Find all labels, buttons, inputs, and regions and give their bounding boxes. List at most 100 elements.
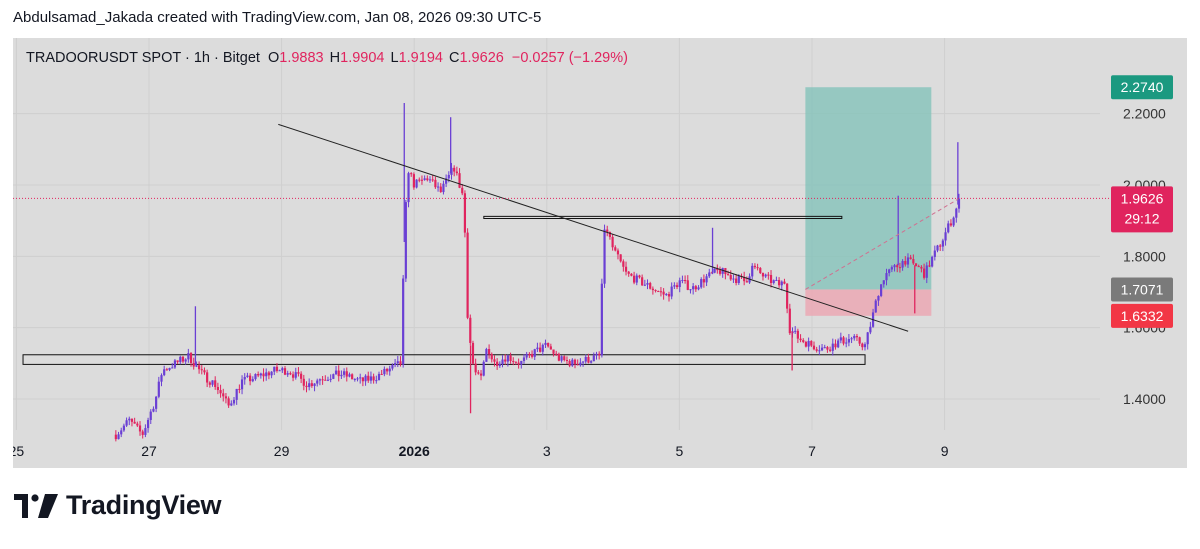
high-value: 1.9904: [340, 50, 385, 66]
candle-body: [796, 330, 799, 339]
candle-body: [890, 267, 893, 270]
candle-body: [340, 374, 343, 377]
candle-body: [184, 359, 187, 362]
candle-body: [933, 250, 936, 257]
candle-body: [453, 167, 456, 172]
candle-body: [786, 283, 789, 309]
candle-body: [316, 380, 319, 384]
target-price-label: 2.2740: [1121, 79, 1164, 95]
candle-body: [418, 179, 421, 181]
candle-body: [745, 281, 748, 283]
candle-body: [769, 274, 773, 283]
candle-body: [474, 363, 477, 373]
candle-body: [168, 368, 171, 370]
candle-body: [667, 294, 671, 297]
candle-body: [576, 364, 579, 366]
candle-body: [850, 338, 853, 340]
candle-body: [313, 383, 316, 386]
candle-body: [606, 229, 609, 232]
candle-body: [334, 370, 338, 375]
candle-body: [259, 373, 262, 376]
candle-body: [635, 275, 638, 283]
candle-body: [138, 425, 142, 432]
candle-body: [240, 379, 244, 390]
candle-body: [404, 202, 407, 279]
candle-body: [820, 347, 824, 351]
candle-body: [257, 374, 260, 376]
candle-body: [681, 280, 684, 282]
candle-body: [630, 273, 633, 276]
candle-body: [332, 374, 335, 379]
candle-body: [949, 223, 953, 226]
candle-body: [361, 377, 364, 382]
candle-body: [222, 393, 225, 397]
candle-body: [654, 290, 657, 292]
position-projection: [805, 198, 959, 290]
candle-body: [718, 270, 722, 274]
candle-body: [394, 363, 397, 366]
candle-body: [906, 257, 910, 265]
candle-body: [555, 353, 558, 355]
tradingview-logo-icon: [14, 493, 58, 518]
candle-body: [308, 383, 311, 388]
candle-body: [928, 265, 931, 267]
candle-body: [522, 357, 526, 361]
x-tick-label: 9: [941, 443, 949, 459]
candle-body: [692, 286, 695, 290]
candle-body: [278, 370, 281, 372]
candle-body: [689, 289, 692, 291]
candle-body: [735, 278, 738, 283]
candle-body: [426, 178, 429, 181]
change-value: −0.0257 (−1.29%): [511, 50, 628, 66]
candle-body: [947, 223, 950, 233]
candle-body: [909, 257, 912, 260]
candle-body: [179, 356, 182, 363]
candle-body: [289, 373, 292, 375]
candle-body: [657, 291, 660, 293]
candle-body: [777, 280, 781, 286]
candle-body: [512, 361, 515, 363]
candle-body: [189, 353, 193, 363]
candle-body: [684, 280, 687, 282]
candle-body: [359, 377, 362, 379]
candle-body: [866, 332, 869, 345]
candle-body: [399, 361, 402, 365]
candle-body: [815, 349, 818, 351]
candle-body: [318, 379, 322, 381]
candle-body: [117, 434, 120, 440]
candle-body: [587, 356, 590, 363]
candle-body: [477, 372, 480, 374]
candle-body: [665, 294, 668, 296]
candle-body: [952, 217, 955, 226]
open-label: O: [267, 50, 280, 66]
candle-body: [270, 371, 273, 376]
candle-body: [941, 240, 944, 247]
candle-body: [810, 340, 813, 346]
candle-body: [885, 273, 888, 281]
candle-body: [917, 266, 920, 268]
chart-panel[interactable]: 1.40001.60001.80002.00002.20002527292026…: [13, 38, 1187, 468]
brand-logo[interactable]: TradingView: [14, 490, 222, 521]
brand-name: TradingView: [66, 490, 222, 520]
candle-body: [944, 232, 947, 241]
candle-body: [804, 341, 808, 347]
candle-body: [729, 274, 732, 280]
candle-body: [230, 403, 233, 406]
stop-price-label: 1.6332: [1121, 308, 1164, 324]
candle-body: [882, 280, 885, 285]
price-chart[interactable]: 1.40001.60001.80002.00002.20002527292026…: [13, 38, 1187, 468]
x-tick-label: 3: [543, 443, 551, 459]
candle-body: [324, 379, 327, 381]
candle-body: [214, 380, 217, 387]
candle-body: [837, 340, 840, 348]
candle-body: [436, 186, 440, 188]
entry-price-badge: [1111, 277, 1173, 302]
candle-body: [861, 343, 864, 348]
candle-body: [415, 179, 418, 188]
candle-body: [761, 273, 765, 277]
candle-body: [641, 277, 644, 286]
candle-body: [931, 256, 934, 267]
candle-body: [686, 280, 689, 290]
candle-body: [622, 261, 625, 267]
countdown-label: 29:12: [1124, 210, 1159, 226]
